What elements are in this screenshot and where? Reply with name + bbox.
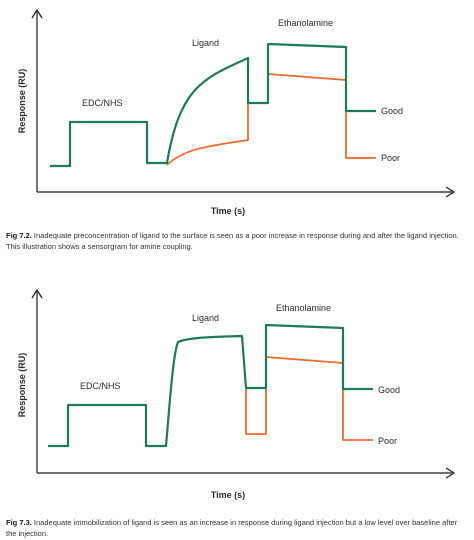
y-axis-label: Response (RU) — [17, 353, 27, 418]
edc-nhs-label: EDC/NHS — [80, 381, 121, 391]
ligand-label: Ligand — [192, 313, 219, 323]
ethanolamine-label: Ethanolamine — [278, 18, 333, 28]
ligand-label: Ligand — [192, 38, 219, 48]
figure-1-number: Fig 7.2. — [6, 231, 32, 240]
sensorgram-figure-1: EDC/NHS Ligand Ethanolamine Good Poor Re… — [17, 8, 456, 216]
y-axis-arrow — [31, 288, 43, 299]
poor-label: Poor — [381, 153, 400, 163]
x-axis-arrow — [445, 467, 456, 479]
good-label: Good — [381, 106, 403, 116]
sensorgram-figure-2: EDC/NHS Ligand Ethanolamine Good Poor Re… — [17, 288, 456, 500]
x-axis-label: Time (s) — [211, 490, 245, 500]
figure-2-caption: Fig 7.3. Inadequate immobilization of li… — [6, 517, 468, 539]
figure-2-caption-text: Inadequate immobilization of ligand is s… — [6, 518, 458, 538]
good-curve — [50, 42, 376, 168]
y-axis-arrow — [31, 8, 43, 19]
edc-nhs-label: EDC/NHS — [82, 98, 123, 108]
figure-2-number: Fig 7.3. — [6, 518, 32, 527]
y-axis-label: Response (RU) — [17, 69, 27, 134]
ethanolamine-label: Ethanolamine — [276, 303, 331, 313]
good-label: Good — [378, 385, 400, 395]
x-axis-label: Time (s) — [211, 206, 245, 216]
poor-label: Poor — [378, 436, 397, 446]
x-axis-arrow — [445, 186, 456, 198]
figure-1-caption-text: Inadequate preconcentration of ligand to… — [6, 231, 459, 251]
good-curve — [48, 323, 373, 448]
figure-1-caption: Fig 7.2. Inadequate preconcentration of … — [6, 230, 468, 252]
